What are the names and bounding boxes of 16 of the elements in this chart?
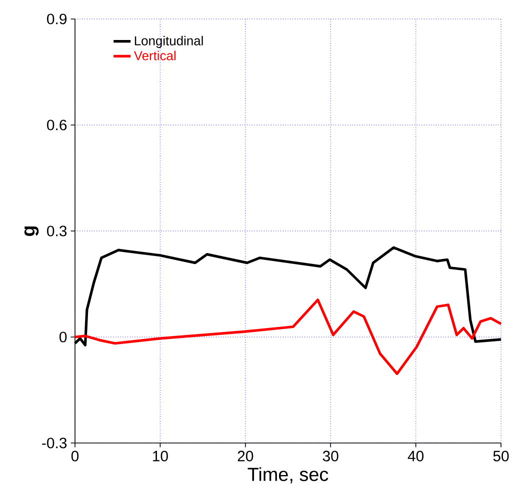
y-tick-label: 0.6 — [47, 120, 67, 130]
y-tick-label: -0.3 — [42, 438, 67, 448]
x-tick-label: 20 — [238, 450, 254, 462]
x-tick-label: 50 — [493, 450, 509, 462]
y-axis-title: g — [24, 226, 39, 236]
legend-label: Vertical — [134, 50, 176, 60]
x-tick-label: 40 — [408, 450, 424, 462]
x-tick-label: 30 — [322, 450, 338, 462]
legend-label: Longitudinal — [134, 36, 203, 48]
x-tick-label: 10 — [153, 450, 168, 462]
y-tick-label: 0.3 — [47, 226, 67, 236]
y-tick-label: 0 — [59, 332, 67, 342]
x-tick-label: 0 — [71, 450, 79, 462]
x-axis-title: Time, sec — [248, 467, 328, 484]
y-tick-label: 0.9 — [47, 14, 67, 24]
line-series — [74, 298, 502, 376]
